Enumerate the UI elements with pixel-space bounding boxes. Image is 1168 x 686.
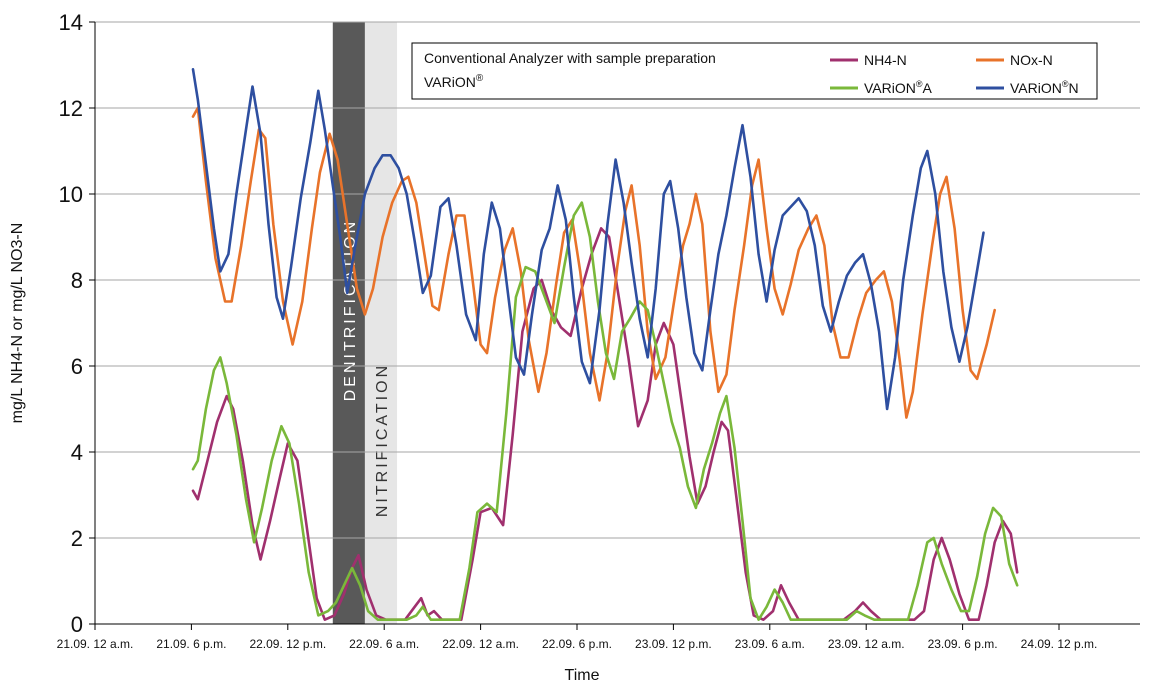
- y-tick-label: 10: [59, 182, 83, 207]
- band-nitrification: [364, 22, 398, 624]
- legend-heading-varion-text: VARiON: [424, 74, 476, 90]
- y-tick-label: 6: [71, 354, 83, 379]
- x-tick-label: 22.09. 6 a.m.: [349, 637, 419, 651]
- y-tick-label: 0: [71, 612, 83, 637]
- x-tick-label: 23.09. 12 p.m.: [635, 637, 712, 651]
- legend-heading-varion: VARiON®: [424, 73, 484, 90]
- y-tick-label: 14: [59, 10, 83, 35]
- series-line-varion-n: [191, 68, 985, 411]
- y-tick-label: 4: [71, 440, 83, 465]
- y-tick-label: 12: [59, 96, 83, 121]
- band-label-denitrification: DENITRIFICATION: [342, 219, 359, 401]
- y-tick-label: 2: [71, 526, 83, 551]
- x-axis-title: Time: [565, 667, 600, 684]
- phase-bands: DENITRIFICATION NITRIFICATION: [332, 22, 398, 624]
- axes: [89, 21, 1140, 630]
- series-lines: [191, 68, 1019, 621]
- x-tick-label: 23.09. 6 p.m.: [928, 637, 998, 651]
- x-tick-label: 21.09. 12 a.m.: [57, 637, 134, 651]
- legend-label-varion-n: VARiON®N: [1010, 79, 1079, 96]
- band-label-nitrification: NITRIFICATION: [374, 363, 391, 517]
- legend-box: [411, 42, 1098, 100]
- band-denitrification: [332, 22, 365, 624]
- legend-label-nh4-n: NH4-N: [864, 52, 907, 68]
- legend-label-nox-n: NOx-N: [1010, 52, 1053, 68]
- tick-labels: 0 2 4 6 8 10 12 14 21.09. 12 a.m. 21.09. 6 p.m. 22…: [57, 10, 1098, 651]
- series-line-nox-n: [191, 106, 996, 419]
- legend-label-varion-a: VARiON®A: [864, 79, 933, 96]
- legend-heading-varion-sup: ®: [476, 73, 484, 84]
- x-tick-label: 23.09. 12 a.m.: [828, 637, 905, 651]
- grid-lines: [95, 21, 1140, 539]
- x-tick-label: 24.09. 12 p.m.: [1021, 637, 1098, 651]
- x-tick-label: 22.09. 6 p.m.: [542, 637, 612, 651]
- legend-heading-conventional: Conventional Analyzer with sample prepar…: [424, 50, 716, 66]
- y-tick-label: 8: [71, 268, 83, 293]
- x-tick-label: 23.09. 6 a.m.: [735, 637, 805, 651]
- series-line-varion-a: [191, 201, 1019, 621]
- series-line-nh4-n: [191, 227, 1019, 621]
- x-tick-label: 21.09. 6 p.m.: [156, 637, 226, 651]
- legend: Conventional Analyzer with sample prepar…: [411, 42, 1098, 100]
- x-tick-label: 22.09. 12 p.m.: [249, 637, 326, 651]
- x-tick-label: 22.09. 12 a.m.: [442, 637, 519, 651]
- y-axis-title: mg/L NH4-N or mg/L NO3-N: [9, 223, 26, 424]
